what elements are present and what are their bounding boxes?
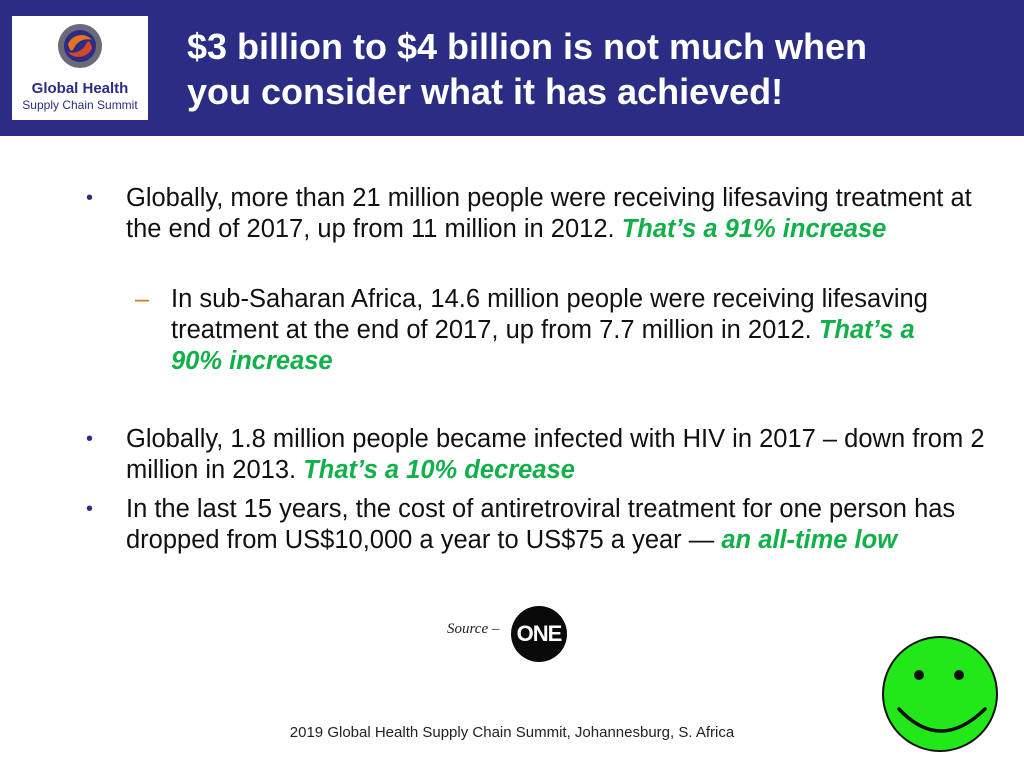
bullet-text: Globally, more than 21 million people we… (126, 184, 972, 243)
title-line-2: you consider what it has achieved! (187, 71, 784, 112)
bullet-highlight: That’s a 90% increase (171, 316, 915, 375)
header-banner: Global Health Supply Chain Summit $3 bil… (0, 0, 1024, 136)
logo-subtitle: Supply Chain Summit (22, 98, 138, 112)
bullet-item: • Globally, 1.8 million people became in… (86, 424, 986, 486)
bullet-item: • In the last 15 years, the cost of anti… (86, 494, 986, 556)
globe-icon (58, 24, 102, 68)
summit-logo: Global Health Supply Chain Summit (12, 16, 148, 120)
bullet-text: In sub-Saharan Africa, 14.6 million peop… (171, 285, 928, 344)
bullet-mark: • (86, 187, 94, 209)
sub-bullet-item: – In sub-Saharan Africa, 14.6 million pe… (135, 284, 971, 377)
bullet-item: • Globally, more than 21 million people … (86, 183, 986, 245)
title-line-1: $3 billion to $4 billion is not much whe… (187, 26, 868, 67)
footer-text: 2019 Global Health Supply Chain Summit, … (289, 724, 735, 741)
bullet-highlight: That’s a 10% decrease (303, 456, 575, 484)
page-title: $3 billion to $4 billion is not much whe… (187, 24, 987, 114)
smiley-face-icon (882, 636, 998, 752)
sub-bullet-mark: – (135, 285, 150, 313)
bullet-highlight: an all-time low (721, 526, 898, 554)
bullet-mark: • (86, 428, 94, 450)
logo-title: Global Health (31, 80, 129, 97)
source-label: Source – (447, 621, 500, 637)
bullet-mark: • (86, 498, 94, 520)
bullet-text: In the last 15 years, the cost of antire… (126, 495, 956, 554)
bullet-text: Globally, 1.8 million people became infe… (126, 425, 985, 484)
bullet-highlight: That’s a 91% increase (621, 215, 887, 243)
one-logo: ONE (511, 606, 567, 662)
